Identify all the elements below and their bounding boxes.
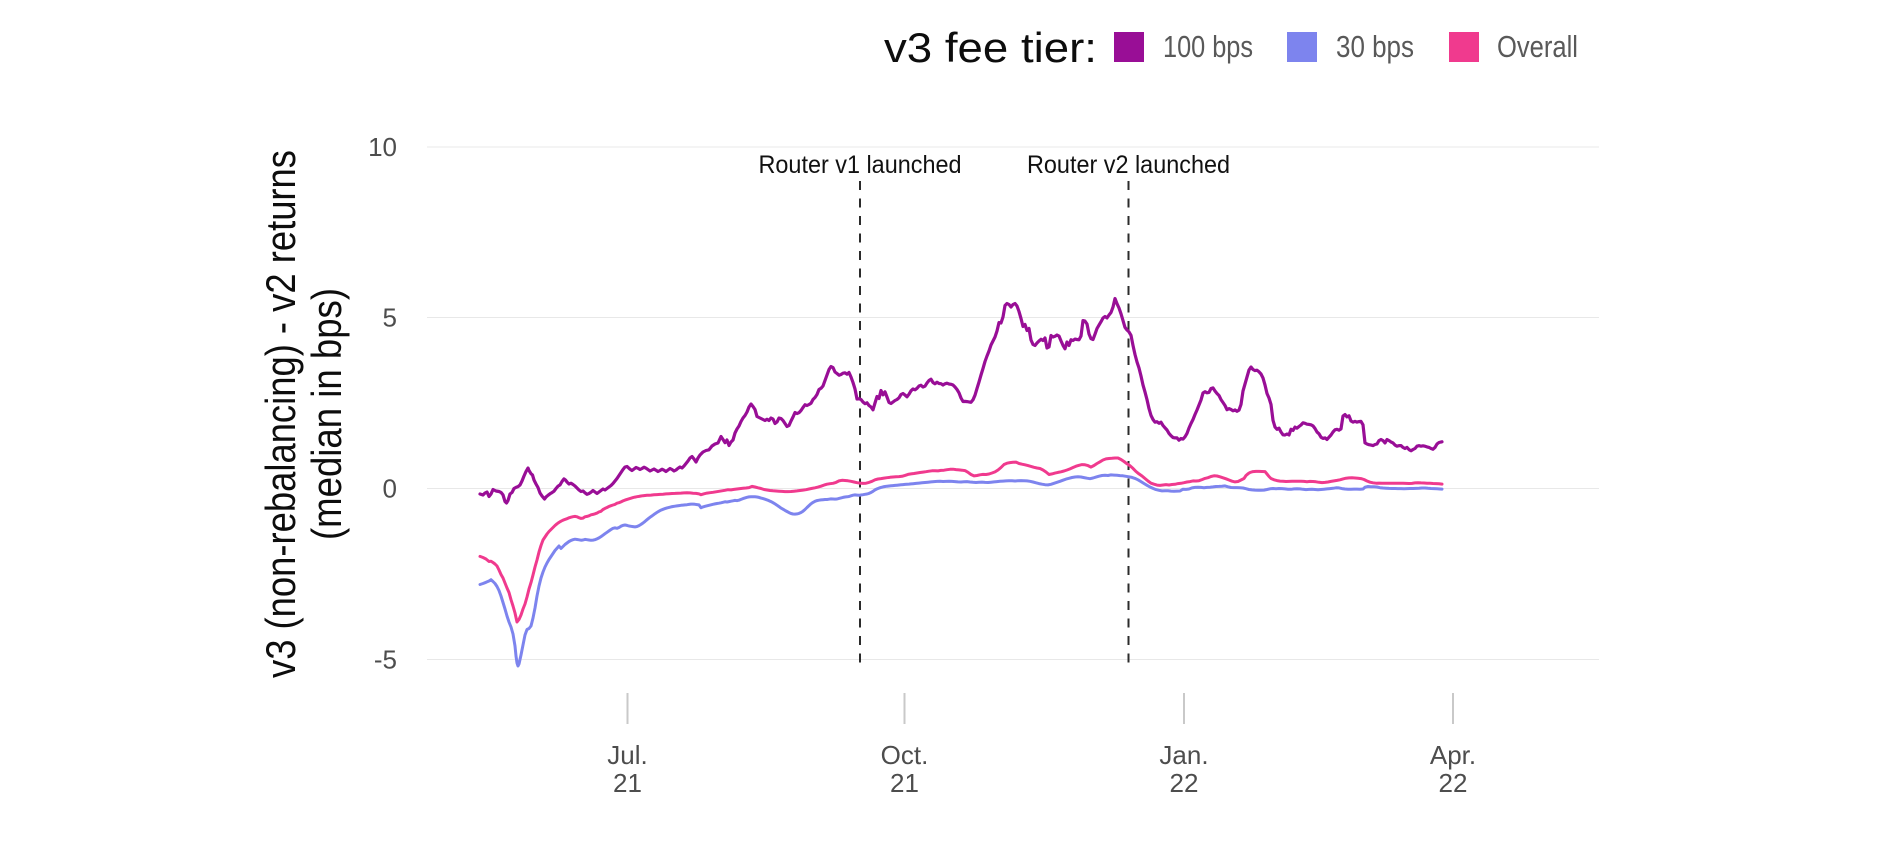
svg-text:Router v2 launched: Router v2 launched: [1027, 151, 1230, 179]
svg-text:-5: -5: [374, 645, 397, 675]
svg-text:Jan.: Jan.: [1159, 740, 1208, 770]
svg-text:Apr.: Apr.: [1430, 740, 1476, 770]
svg-text:Overall: Overall: [1497, 29, 1578, 64]
svg-text:(median in bps): (median in bps): [303, 288, 350, 540]
svg-text:30 bps: 30 bps: [1336, 29, 1414, 64]
svg-text:21: 21: [613, 768, 642, 798]
svg-text:100 bps: 100 bps: [1163, 29, 1253, 64]
svg-text:Router v1 launched: Router v1 launched: [759, 151, 962, 179]
svg-text:0: 0: [383, 474, 397, 504]
svg-text:v3 (non-rebalancing) - v2 retu: v3 (non-rebalancing) - v2 returns: [257, 150, 304, 678]
svg-text:Jul.: Jul.: [607, 740, 647, 770]
svg-text:5: 5: [383, 303, 397, 333]
svg-text:21: 21: [890, 768, 919, 798]
svg-text:22: 22: [1170, 768, 1199, 798]
svg-text:v3 fee tier:: v3 fee tier:: [884, 24, 1097, 71]
svg-text:Oct.: Oct.: [881, 740, 929, 770]
svg-text:10: 10: [368, 132, 397, 162]
svg-text:22: 22: [1439, 768, 1468, 798]
